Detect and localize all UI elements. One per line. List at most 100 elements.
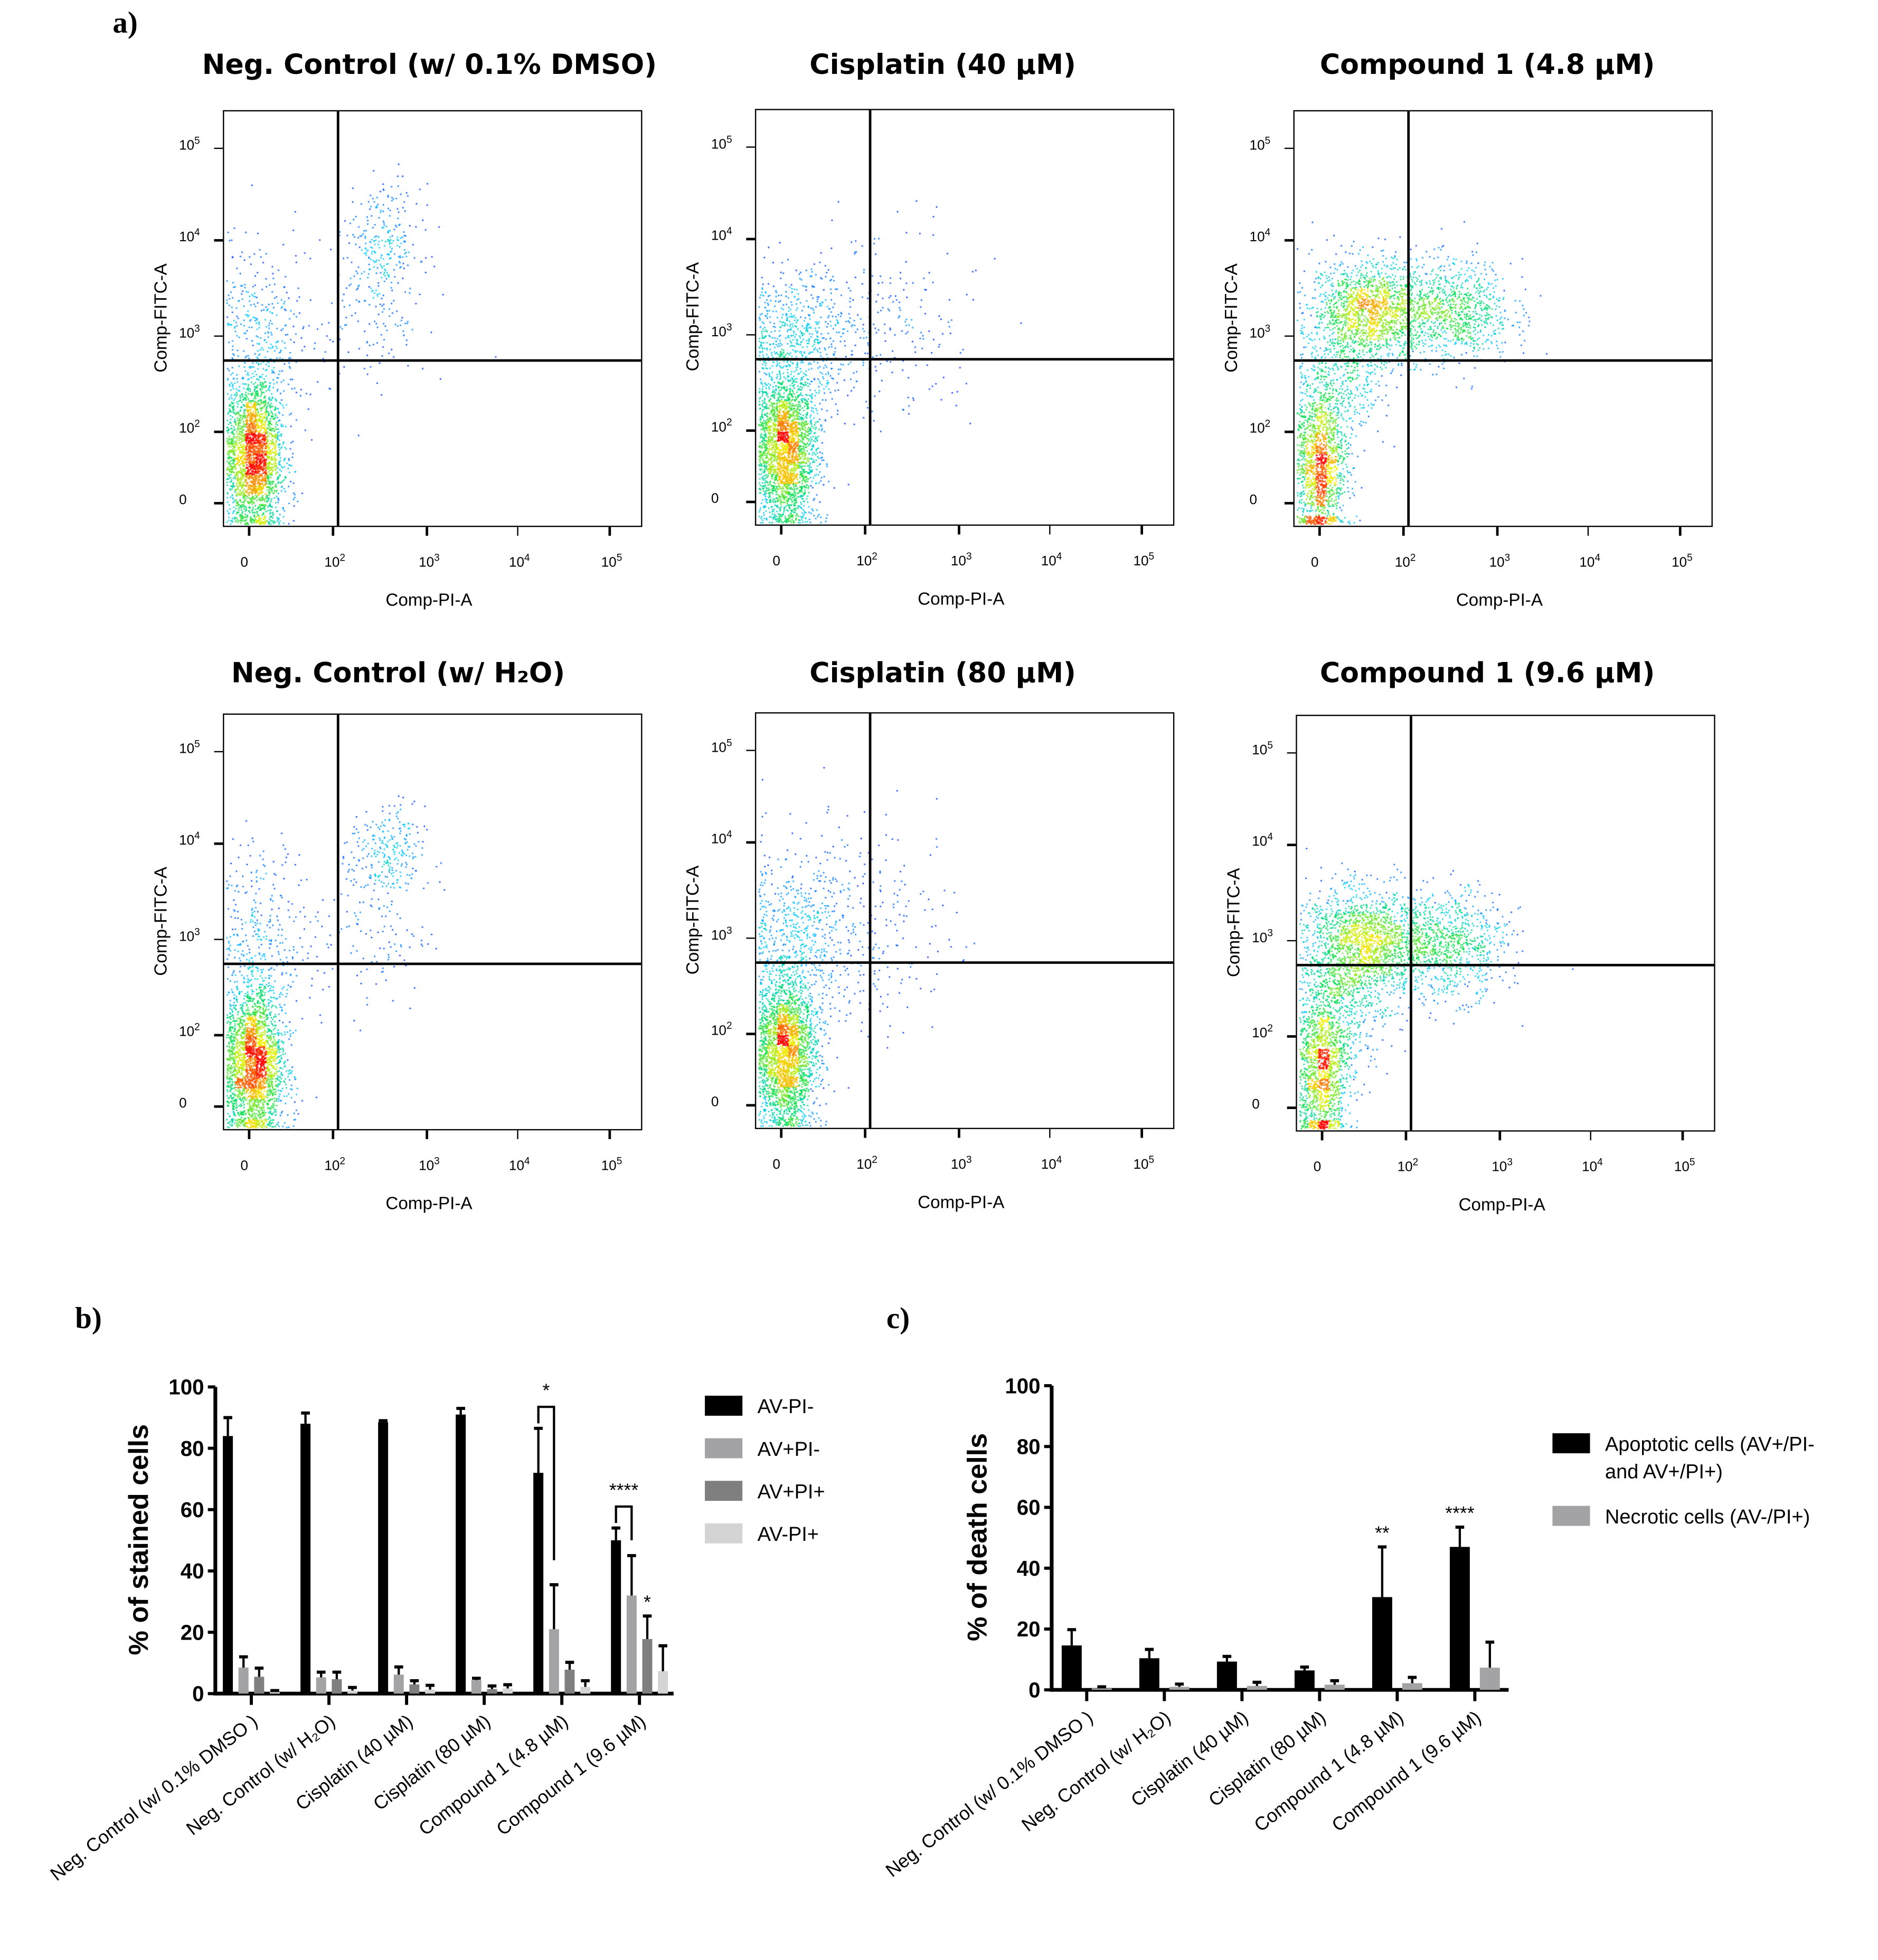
bar-AV+PI- [393, 1674, 404, 1694]
bar-Necrotic cells (AV-/PI+) [1247, 1686, 1267, 1690]
bar-AV+PI+ [642, 1639, 653, 1694]
bar-AV-PI+ [503, 1688, 513, 1694]
legend-label: AV-PI+ [758, 1523, 819, 1546]
x-tick-label: 0 [772, 1157, 780, 1173]
category-label: Compound 1 (4.8 µM) [1250, 1707, 1408, 1836]
y-tick-mark [1284, 501, 1294, 504]
x-tick-mark [780, 525, 782, 535]
x-tick-label: 102 [856, 1154, 877, 1173]
y-tick-label: 100 [1005, 1374, 1040, 1398]
y-tick-label: 104 [1249, 226, 1271, 245]
y-tick-label: 104 [1252, 831, 1273, 850]
panel-label-b: b) [75, 1303, 102, 1336]
y-tick-mark [746, 1033, 755, 1035]
x-tick-label: 105 [601, 1155, 622, 1174]
legend-label: Necrotic cells (AV-/PI+) [1605, 1506, 1810, 1528]
y-tick-label: 40 [181, 1559, 204, 1583]
significance-bracket [615, 1505, 633, 1540]
flow-plot-title: Compound 1 (4.8 µM) [1319, 50, 1655, 82]
y-tick-mark [214, 1105, 223, 1107]
y-tick-mark [746, 1104, 755, 1106]
quadrant-gate-vertical[interactable] [337, 111, 340, 526]
legend-label: AV+PI- [758, 1438, 820, 1461]
bar-AV-PI+ [658, 1671, 668, 1694]
x-tick-mark [1140, 1129, 1143, 1138]
quadrant-gate-vertical[interactable] [1408, 111, 1411, 526]
x-tick-label: 102 [324, 1155, 345, 1174]
y-tick-mark [1284, 431, 1294, 433]
flow-plot [1293, 110, 1713, 527]
x-tick-label: 103 [419, 1155, 440, 1174]
quadrant-gate-vertical[interactable] [337, 715, 340, 1129]
x-tick-label: 103 [1492, 1157, 1513, 1175]
x-tick-label: 104 [1582, 1157, 1603, 1175]
y-tick-label: 105 [179, 135, 200, 154]
quadrant-gate-horizontal[interactable] [756, 961, 1173, 964]
legend-swatch [705, 1438, 743, 1459]
x-tick-label: 104 [1041, 1154, 1062, 1173]
bar-Apoptotic cells (AV+/PI- and AV+/PI+) [1294, 1670, 1315, 1690]
y-tick-mark [214, 239, 223, 241]
y-tick-label: 20 [181, 1621, 204, 1644]
y-tick-mark [214, 842, 223, 845]
bar-AV+PI- [316, 1677, 326, 1694]
y-tick-mark [214, 501, 223, 504]
y-tick-label: 105 [1249, 135, 1271, 154]
significance-marker: * [644, 1592, 651, 1613]
x-tick-label: 103 [419, 552, 440, 571]
y-tick-label: 60 [181, 1498, 204, 1522]
y-tick-mark [746, 750, 755, 752]
y-tick-mark [746, 430, 755, 432]
quadrant-gate-horizontal[interactable] [224, 359, 641, 362]
y-tick-label: 0 [711, 491, 719, 507]
y-tick-label: 0 [1249, 493, 1258, 508]
y-tick-label: 80 [1017, 1435, 1041, 1459]
flow-plot [754, 712, 1175, 1129]
bar-Apoptotic cells (AV+/PI- and AV+/PI+) [1449, 1547, 1470, 1690]
legend-swatch [705, 1481, 743, 1501]
y-axis-label: % of death cells [962, 1433, 993, 1641]
y-tick-mark [1287, 940, 1296, 942]
flow-plot [754, 109, 1175, 526]
legend-label: AV+PI+ [758, 1481, 825, 1503]
x-tick-mark [248, 1130, 250, 1139]
quadrant-gate-horizontal[interactable] [224, 962, 641, 965]
x-tick-label: 102 [324, 552, 345, 571]
bar-AV+PI+ [254, 1677, 265, 1694]
x-tick-label: 105 [1133, 1154, 1155, 1173]
x-tick-mark [248, 527, 250, 536]
significance-bracket [537, 1406, 555, 1560]
y-tick-mark [214, 431, 223, 433]
y-tick-label: 0 [1252, 1097, 1260, 1113]
quadrant-gate-horizontal[interactable] [756, 358, 1173, 361]
bar-AV-PI- [378, 1422, 389, 1694]
bar-Apoptotic cells (AV+/PI- and AV+/PI+) [1216, 1661, 1237, 1690]
y-tick-label: 105 [711, 737, 732, 756]
x-axis-label: Comp-PI-A [385, 1192, 473, 1213]
legend-label: AV-PI- [758, 1396, 814, 1418]
y-tick-label: 102 [1252, 1023, 1273, 1042]
x-tick-label: 104 [508, 1155, 530, 1174]
legend-label: and AV+/PI+) [1605, 1461, 1723, 1483]
quadrant-gate-vertical[interactable] [869, 110, 872, 525]
y-tick-label: 104 [179, 226, 200, 245]
legend-swatch [705, 1523, 743, 1544]
bar-AV+PI+ [564, 1670, 575, 1694]
bar-Necrotic cells (AV-/PI+) [1479, 1668, 1500, 1690]
quadrant-gate-horizontal[interactable] [1294, 359, 1712, 362]
x-tick-label: 105 [1672, 552, 1693, 571]
x-tick-label: 0 [240, 555, 249, 571]
y-tick-mark [1287, 844, 1296, 846]
y-tick-label: 40 [1017, 1557, 1041, 1580]
x-tick-label: 102 [1394, 552, 1416, 571]
quadrant-gate-vertical[interactable] [1410, 716, 1413, 1131]
quadrant-gate-horizontal[interactable] [1297, 964, 1714, 967]
y-tick-mark [746, 334, 755, 336]
x-tick-mark [516, 527, 518, 536]
x-tick-mark [958, 525, 960, 535]
legend-swatch [1552, 1433, 1590, 1454]
flow-plot-title: Compound 1 (9.6 µM) [1319, 658, 1655, 690]
y-tick-label: 104 [711, 225, 732, 244]
quadrant-gate-vertical[interactable] [869, 713, 872, 1128]
y-tick-label: 103 [179, 926, 200, 945]
